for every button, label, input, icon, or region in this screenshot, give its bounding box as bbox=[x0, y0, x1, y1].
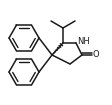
Text: O: O bbox=[92, 49, 99, 58]
Text: NH: NH bbox=[76, 37, 89, 45]
